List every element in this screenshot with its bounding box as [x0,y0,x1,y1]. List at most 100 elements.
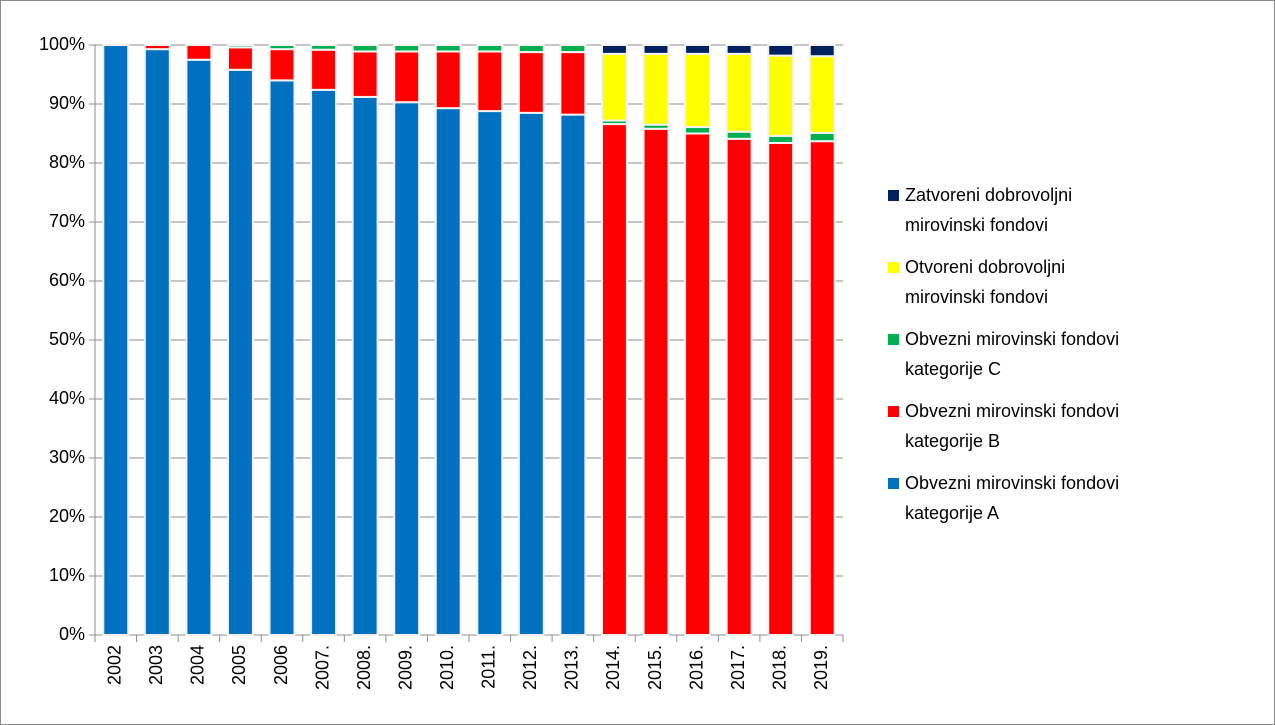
bar-segment [310,48,338,91]
bar-segment [559,51,587,116]
x-tick-label: 2003 [146,645,166,685]
bar-segment [517,111,545,637]
bar-segment [351,95,379,637]
bar-segment [476,44,504,53]
x-tick-label: 2018. [769,645,789,690]
bar-segment [642,52,670,126]
bar-segment [393,101,421,637]
bar-segment [351,50,379,98]
legend-swatch [888,262,899,273]
x-tick-label: 2005 [229,645,249,685]
legend-item: Obvezni mirovinski fondovi kategorije A [885,468,1135,528]
bar-segment [684,132,712,636]
bar-segment [310,88,338,636]
y-tick-label: 20% [49,506,85,526]
y-tick-label: 10% [49,565,85,585]
legend-label: Obvezni mirovinski fondovi kategorije B [905,401,1120,451]
x-tick-label: 2013. [562,645,582,690]
x-tick-label: 2016. [686,645,706,690]
y-tick-label: 60% [49,270,85,290]
x-tick-label: 2006 [271,645,291,685]
bar-segment [351,44,379,53]
y-tick-label: 50% [49,329,85,349]
y-tick-label: 70% [49,211,85,231]
y-tick-label: 80% [49,152,85,172]
x-tick-label: 2011. [479,645,499,689]
bar-segment [767,54,795,137]
legend-label: Otvoreni dobrovoljni mirovinski fondovi [905,257,1066,307]
bar-segment [226,68,254,636]
bar-segment [808,131,836,143]
legend-item: Zatvoreni dobrovoljni mirovinski fondovi [885,180,1135,240]
bar-segment [393,50,421,104]
legend-swatch [888,478,899,489]
y-tick-label: 90% [49,93,85,113]
bar-segment [808,44,836,58]
bar-segment [434,44,462,53]
y-tick-label: 100% [39,34,85,54]
bar-segment [143,44,171,51]
bar-segment [725,137,753,636]
bar-segment [476,110,504,636]
legend-label: Zatvoreni dobrovoljni mirovinski fondovi [905,185,1073,235]
bar-segment [600,44,628,55]
legend-item: Obvezni mirovinski fondovi kategorije C [885,324,1135,384]
bar-segment [642,44,670,55]
legend-label: Obvezni mirovinski fondovi kategorije C [905,329,1120,379]
bar-segment [559,113,587,637]
bar-segment [226,46,254,71]
y-tick-label: 30% [49,447,85,467]
bar-segment [767,44,795,57]
legend-swatch [888,190,899,201]
bar-segment [393,44,421,53]
bar-segment [268,79,296,636]
legend-item: Otvoreni dobrovoljni mirovinski fondovi [885,252,1135,312]
x-tick-label: 2010. [437,645,457,690]
x-tick-label: 2019. [811,645,831,690]
bar-segment [268,48,296,82]
x-tick-label: 2002 [105,645,125,685]
y-tick-label: 40% [49,388,85,408]
legend-item: Obvezni mirovinski fondovi kategorije B [885,396,1135,456]
bar-segment [476,50,504,113]
bar-segment [600,52,628,122]
bar-segment [767,141,795,636]
bar-segment [725,52,753,133]
x-tick-label: 2017. [728,645,748,690]
legend-swatch [888,406,899,417]
x-tick-label: 2012. [520,645,540,690]
y-tick-label: 0% [59,624,85,644]
bar-segment [268,44,296,51]
x-tick-label: 2008. [354,645,374,690]
legend: Zatvoreni dobrovoljni mirovinski fondovi… [885,180,1135,540]
x-tick-label: 2007. [312,645,332,690]
bar-segment [517,51,545,114]
bar-segment [808,140,836,636]
bar-segment [767,134,795,144]
legend-label: Obvezni mirovinski fondovi kategorije A [905,473,1120,523]
x-tick-label: 2014. [603,645,623,690]
legend-swatch [888,334,899,345]
bar-segment [642,127,670,636]
bar-segment [725,130,753,140]
bar-segment [310,44,338,51]
x-tick-label: 2009. [395,645,415,690]
bar-segment [808,55,836,134]
bar-segment [684,44,712,55]
x-tick-label: 2015. [645,645,665,690]
bar-segment [684,52,712,129]
bar-segment [226,44,254,49]
bar-segment [434,107,462,636]
bar-segment [725,44,753,55]
bar-segment [185,58,213,636]
bar-segment [559,44,587,54]
bar-segment [600,123,628,636]
x-tick-label: 2004 [188,645,208,685]
bar-segment [434,50,462,110]
bar-segment [185,44,213,61]
bar-segment [517,44,545,54]
bar-segment [143,48,171,636]
